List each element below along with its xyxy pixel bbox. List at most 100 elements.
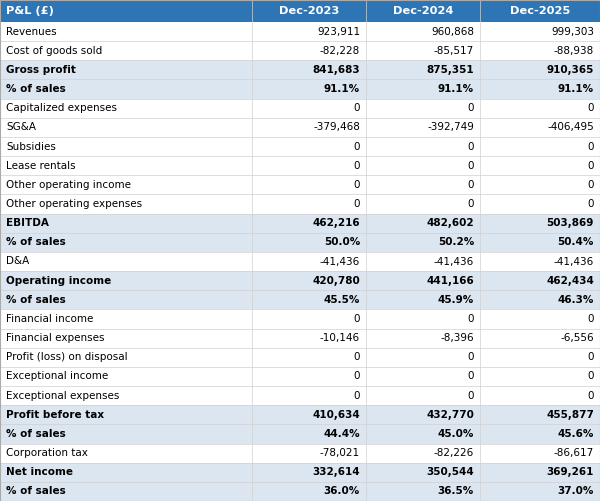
Text: 462,216: 462,216 [313,218,360,228]
Text: -379,468: -379,468 [313,122,360,132]
Text: 455,877: 455,877 [546,410,594,420]
Text: 0: 0 [353,103,360,113]
Text: 0: 0 [587,371,594,381]
Text: 841,683: 841,683 [313,65,360,75]
Bar [0,252,600,271]
Text: 0: 0 [467,199,474,209]
Text: 45.6%: 45.6% [557,429,594,439]
Text: -8,396: -8,396 [440,333,474,343]
Text: 0: 0 [587,180,594,190]
Text: Corporation tax: Corporation tax [6,448,88,458]
Text: Cost of goods sold: Cost of goods sold [6,46,102,56]
Text: 960,868: 960,868 [431,27,474,37]
Text: 0: 0 [353,161,360,171]
Bar [0,22,600,41]
Text: SG&A: SG&A [6,122,36,132]
Text: 0: 0 [353,391,360,401]
Text: 0: 0 [467,142,474,151]
Text: 0: 0 [353,314,360,324]
Bar [0,405,600,424]
Text: Dec-2023: Dec-2023 [279,6,339,16]
Text: P&L (£): P&L (£) [6,6,54,16]
Text: 91.1%: 91.1% [324,84,360,94]
Text: 45.5%: 45.5% [323,295,360,305]
Text: 0: 0 [587,199,594,209]
Text: 0: 0 [467,314,474,324]
Text: -82,226: -82,226 [434,448,474,458]
Text: % of sales: % of sales [6,295,66,305]
Bar [0,348,600,367]
Text: 0: 0 [467,103,474,113]
Text: 0: 0 [353,371,360,381]
Text: -41,436: -41,436 [554,257,594,267]
Text: Net income: Net income [6,467,73,477]
Bar [0,290,600,310]
Text: -78,021: -78,021 [320,448,360,458]
Text: -6,556: -6,556 [560,333,594,343]
Text: 432,770: 432,770 [426,410,474,420]
Text: Subsidies: Subsidies [6,142,56,151]
Text: Other operating expenses: Other operating expenses [6,199,142,209]
Text: 875,351: 875,351 [427,65,474,75]
Text: 36.5%: 36.5% [438,486,474,496]
Text: 332,614: 332,614 [313,467,360,477]
Text: Exceptional income: Exceptional income [6,371,108,381]
Text: 369,261: 369,261 [547,467,594,477]
Text: 0: 0 [467,352,474,362]
Text: 410,634: 410,634 [312,410,360,420]
Text: -88,938: -88,938 [554,46,594,56]
Bar [0,41,600,60]
Text: 0: 0 [587,352,594,362]
Text: 0: 0 [587,103,594,113]
Text: 0: 0 [353,199,360,209]
Bar [0,367,600,386]
Bar [0,80,600,99]
Text: 910,365: 910,365 [547,65,594,75]
Bar [0,271,600,290]
Text: Lease rentals: Lease rentals [6,161,76,171]
Bar [0,194,600,213]
Text: 0: 0 [587,161,594,171]
Text: 0: 0 [587,142,594,151]
Text: 441,166: 441,166 [426,276,474,286]
Bar [0,463,600,482]
Text: D&A: D&A [6,257,29,267]
Text: -85,517: -85,517 [434,46,474,56]
Text: % of sales: % of sales [6,237,66,247]
Text: Dec-2025: Dec-2025 [510,6,570,16]
Text: Dec-2024: Dec-2024 [393,6,453,16]
Bar [0,118,600,137]
Text: 91.1%: 91.1% [558,84,594,94]
Text: 0: 0 [353,180,360,190]
Text: Financial expenses: Financial expenses [6,333,104,343]
Text: -82,228: -82,228 [320,46,360,56]
Text: 45.9%: 45.9% [438,295,474,305]
Text: -392,749: -392,749 [427,122,474,132]
Text: -10,146: -10,146 [320,333,360,343]
Text: Financial income: Financial income [6,314,94,324]
Text: 0: 0 [587,314,594,324]
Bar [0,213,600,233]
Text: % of sales: % of sales [6,486,66,496]
Text: 0: 0 [353,142,360,151]
Text: 923,911: 923,911 [317,27,360,37]
Bar [0,233,600,252]
Bar [0,175,600,194]
Text: Gross profit: Gross profit [6,65,76,75]
Text: 91.1%: 91.1% [438,84,474,94]
Bar [0,443,600,463]
Text: 37.0%: 37.0% [557,486,594,496]
Bar [0,156,600,175]
Text: 46.3%: 46.3% [557,295,594,305]
Text: Capitalized expenses: Capitalized expenses [6,103,117,113]
Bar [0,0,600,22]
Text: 0: 0 [467,371,474,381]
Text: Exceptional expenses: Exceptional expenses [6,391,119,401]
Text: 44.4%: 44.4% [323,429,360,439]
Text: 420,780: 420,780 [312,276,360,286]
Text: Profit before tax: Profit before tax [6,410,104,420]
Text: 45.0%: 45.0% [437,429,474,439]
Bar [0,386,600,405]
Text: -41,436: -41,436 [434,257,474,267]
Text: 482,602: 482,602 [427,218,474,228]
